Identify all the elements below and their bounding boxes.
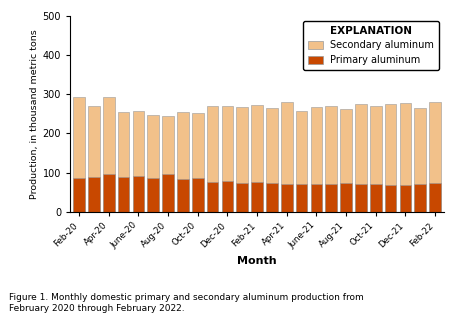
Bar [222, 181, 233, 212]
Bar [88, 106, 100, 212]
Bar [148, 178, 159, 212]
Bar [296, 111, 307, 212]
Bar [296, 184, 307, 212]
Bar [118, 112, 130, 212]
Bar [325, 184, 337, 212]
Bar [311, 107, 322, 212]
Bar [281, 184, 293, 212]
Bar [266, 108, 278, 212]
Bar [177, 112, 189, 212]
Bar [162, 174, 174, 212]
Bar [429, 183, 441, 212]
Bar [88, 177, 100, 212]
Bar [73, 97, 85, 212]
Bar [207, 106, 218, 212]
Bar [236, 183, 248, 212]
Bar [236, 107, 248, 212]
Bar [311, 184, 322, 212]
Bar [400, 103, 411, 212]
Bar [355, 104, 366, 212]
Bar [325, 106, 337, 212]
Bar [177, 179, 189, 212]
Bar [400, 185, 411, 212]
Bar [370, 106, 381, 212]
Text: Figure 1. Monthly domestic primary and secondary aluminum production from
Februa: Figure 1. Monthly domestic primary and s… [9, 294, 364, 313]
Bar [370, 184, 381, 212]
Bar [222, 106, 233, 212]
Bar [385, 104, 396, 212]
Bar [207, 182, 218, 212]
Bar [133, 176, 144, 212]
Bar [414, 184, 426, 212]
Bar [385, 185, 396, 212]
Bar [251, 105, 263, 212]
Bar [281, 102, 293, 212]
Legend: Secondary aluminum, Primary aluminum: Secondary aluminum, Primary aluminum [303, 21, 439, 70]
X-axis label: Month: Month [237, 256, 277, 266]
Bar [103, 97, 115, 212]
Bar [192, 178, 203, 212]
Bar [414, 108, 426, 212]
Bar [429, 102, 441, 212]
Bar [162, 116, 174, 212]
Bar [133, 111, 144, 212]
Y-axis label: Production, in thousand metric tons: Production, in thousand metric tons [29, 29, 39, 199]
Bar [340, 183, 352, 212]
Bar [118, 177, 130, 212]
Bar [340, 109, 352, 212]
Bar [266, 183, 278, 212]
Bar [251, 182, 263, 212]
Bar [148, 114, 159, 212]
Bar [103, 174, 115, 212]
Bar [355, 184, 366, 212]
Bar [73, 178, 85, 212]
Bar [192, 113, 203, 212]
